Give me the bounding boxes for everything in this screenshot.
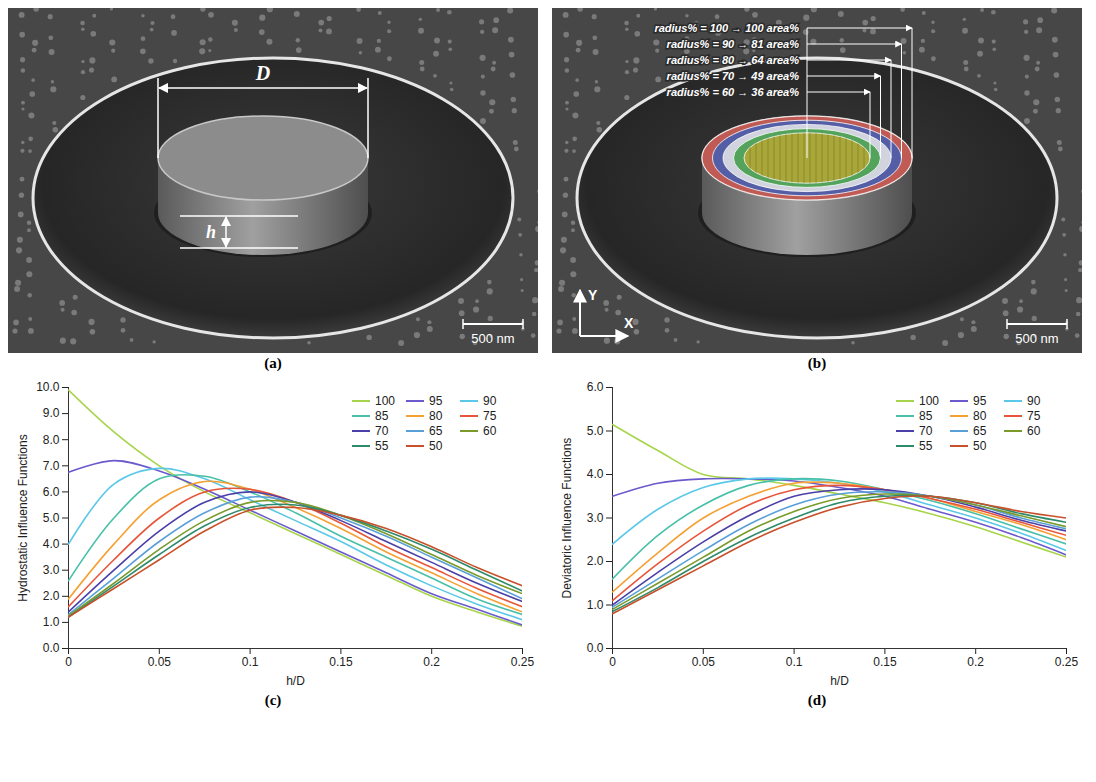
html-text:85: 85	[919, 409, 933, 423]
svg-text:5.0: 5.0	[587, 424, 604, 438]
svg-text:5.0: 5.0	[43, 511, 60, 525]
svg-text:0.15: 0.15	[329, 655, 353, 669]
svg-text:3.0: 3.0	[43, 563, 60, 577]
svg-text:4.0: 4.0	[43, 537, 60, 551]
html-text:55: 55	[919, 439, 933, 453]
svg-text:8.0: 8.0	[43, 433, 60, 447]
svg-text:9.0: 9.0	[43, 406, 60, 420]
svg-text:10.0: 10.0	[36, 380, 60, 394]
svg-text:h: h	[206, 222, 216, 242]
svg-text:radius% = 100 → 100 area%: radius% = 100 → 100 area%	[654, 22, 799, 34]
html-text:85: 85	[375, 409, 389, 423]
html-text:100: 100	[919, 394, 939, 408]
html-text:(d): (d)	[807, 692, 827, 708]
html-text:60: 60	[1027, 424, 1041, 438]
html-text:95: 95	[973, 394, 987, 408]
html-text:55: 55	[375, 439, 389, 453]
svg-text:0.2: 0.2	[423, 655, 440, 669]
html-text:100: 100	[375, 394, 395, 408]
html-text:70: 70	[375, 424, 389, 438]
svg-text:2.0: 2.0	[43, 589, 60, 603]
svg-text:6.0: 6.0	[43, 485, 60, 499]
svg-text:radius% = 80 → 64 area%: radius% = 80 → 64 area%	[667, 54, 800, 66]
svg-text:1.0: 1.0	[43, 615, 60, 629]
svg-text:h/D: h/D	[830, 674, 849, 688]
svg-text:500 nm: 500 nm	[1015, 331, 1058, 346]
svg-text:radius% = 70 → 49 area%: radius% = 70 → 49 area%	[667, 70, 800, 82]
html-text:80: 80	[973, 409, 987, 423]
svg-text:0.05: 0.05	[692, 655, 716, 669]
svg-text:3.0: 3.0	[587, 511, 604, 525]
svg-text:radius% = 60 → 36 area%: radius% = 60 → 36 area%	[667, 86, 800, 98]
html-text:65: 65	[973, 424, 987, 438]
svg-text:1.0: 1.0	[587, 598, 604, 612]
svg-text:0.1: 0.1	[242, 655, 259, 669]
html-text:50: 50	[973, 439, 987, 453]
svg-text:0.15: 0.15	[873, 655, 897, 669]
html-text:75: 75	[1027, 409, 1041, 423]
svg-text:0.05: 0.05	[148, 655, 172, 669]
svg-text:h/D: h/D	[286, 674, 305, 688]
svg-text:Hydrostatic Influence Function: Hydrostatic Influence Functions	[16, 434, 30, 601]
html-text:90: 90	[483, 394, 497, 408]
svg-text:D: D	[255, 62, 270, 84]
html-text:(b): (b)	[807, 355, 827, 371]
svg-text:0.2: 0.2	[967, 655, 984, 669]
svg-text:4.0: 4.0	[587, 467, 604, 481]
svg-text:0.0: 0.0	[43, 641, 60, 655]
svg-text:0.0: 0.0	[587, 641, 604, 655]
svg-text:Y: Y	[588, 287, 598, 303]
svg-text:2.0: 2.0	[587, 554, 604, 568]
svg-text:0.1: 0.1	[786, 655, 803, 669]
html-text:80: 80	[429, 409, 443, 423]
html-text:75: 75	[483, 409, 497, 423]
svg-text:500 nm: 500 nm	[471, 331, 514, 346]
html-text:70: 70	[919, 424, 933, 438]
html-text:95: 95	[429, 394, 443, 408]
html-text:65: 65	[429, 424, 443, 438]
html-text:(c): (c)	[264, 692, 282, 708]
svg-text:7.0: 7.0	[43, 459, 60, 473]
svg-text:0: 0	[65, 655, 72, 669]
svg-text:X: X	[624, 315, 634, 331]
svg-text:radius% = 90 → 81 area%: radius% = 90 → 81 area%	[667, 38, 800, 50]
html-text:50: 50	[429, 439, 443, 453]
html-text:90: 90	[1027, 394, 1041, 408]
svg-text:0.25: 0.25	[1055, 655, 1079, 669]
svg-text:0: 0	[609, 655, 616, 669]
html-text:60: 60	[483, 424, 497, 438]
svg-text:6.0: 6.0	[587, 380, 604, 394]
svg-text:Deviatoric Influence Functions: Deviatoric Influence Functions	[560, 438, 574, 599]
svg-text:0.25: 0.25	[511, 655, 535, 669]
html-text:(a): (a)	[264, 355, 282, 371]
